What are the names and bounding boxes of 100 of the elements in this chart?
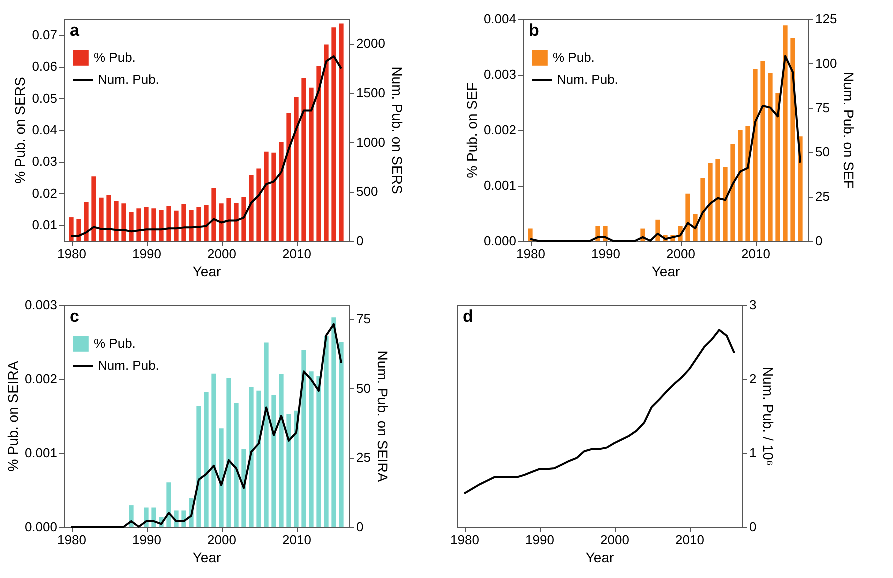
legend-label: Num. Pub.	[98, 358, 160, 373]
x-tick-label: 1980	[516, 246, 546, 262]
bar	[316, 376, 322, 527]
bar	[746, 126, 750, 241]
y-tick-label: 0.004	[484, 12, 516, 26]
bar	[339, 342, 344, 527]
bar	[776, 93, 780, 241]
bar	[294, 410, 299, 527]
legend-label: Num. Pub.	[557, 72, 618, 87]
x-tick-label: 1980	[58, 246, 86, 262]
y2-tick-label: 75	[356, 311, 371, 326]
y2-tick-label: 0	[356, 520, 364, 534]
y2-tick-label: 100	[816, 56, 838, 71]
y-tick-label: 0.02	[32, 186, 58, 201]
y2-tick-label: 25	[356, 450, 371, 466]
y-tick-label: 0.01	[32, 218, 58, 233]
bar	[212, 374, 216, 527]
y-tick-label: 0.05	[32, 90, 58, 106]
x-tick-label: 1980	[58, 532, 86, 548]
y-tick-label: 0.002	[24, 372, 58, 386]
x-tick-label: 2000	[208, 246, 236, 262]
legend-label: Num. Pub.	[98, 72, 160, 87]
bar	[716, 159, 720, 241]
y2-tick-label: 1500	[356, 86, 386, 100]
x-tick-label: 1990	[132, 532, 162, 548]
x-tick-label: 2010	[742, 246, 770, 262]
x-tick-label: 1980	[450, 532, 480, 548]
x-tick-label: 2010	[282, 246, 312, 262]
y-tick-label: 0.002	[484, 122, 516, 138]
y-axis-title: % Pub. on SERS	[12, 77, 28, 184]
bar	[528, 228, 533, 241]
legend-label: % Pub.	[94, 50, 136, 65]
y2-axis-title: Num. Pub. on SEF	[841, 72, 858, 189]
bar	[279, 374, 284, 527]
bar	[166, 482, 172, 527]
bar	[768, 73, 773, 241]
y2-tick-label: 50	[816, 144, 830, 160]
x-tick-label: 2010	[282, 532, 312, 548]
y2-axis-title: Num. Pub. on SERS	[389, 66, 406, 194]
bar	[264, 342, 269, 527]
y2-tick-label: 0	[750, 520, 757, 534]
y2-tick-label: 1	[750, 446, 757, 460]
y2-axis-title: Num. Pub. on SEIRA	[374, 350, 391, 483]
x-tick-label: 1990	[592, 246, 620, 262]
y-tick-label: 0.000	[24, 520, 58, 534]
y-tick-label: 0.003	[484, 67, 516, 82]
y-tick-label: 0.03	[32, 154, 58, 170]
y-tick-label: 0.003	[24, 298, 58, 312]
annotation: b	[529, 21, 540, 40]
x-tick-label: 1990	[526, 532, 554, 548]
y-tick-label: 0.04	[32, 122, 58, 138]
y2-tick-label: 75	[816, 100, 830, 116]
bar	[302, 350, 306, 527]
legend-label: % Pub.	[553, 50, 595, 65]
bar	[286, 414, 292, 527]
bar	[226, 378, 232, 527]
y2-tick-label: 2000	[356, 36, 386, 52]
x-axis-title: Year	[652, 264, 680, 280]
x-tick-label: 2000	[208, 532, 236, 548]
y2-tick-label: 25	[816, 189, 830, 204]
bar	[686, 194, 690, 241]
y-tick-label: 0.001	[24, 446, 58, 460]
bar	[730, 144, 736, 241]
x-axis-title: Year	[192, 550, 222, 566]
bar	[309, 372, 314, 527]
bar	[272, 395, 276, 527]
bar	[798, 136, 803, 241]
x-tick-label: 2000	[666, 246, 696, 262]
bar	[219, 428, 224, 527]
x-tick-label: 2000	[600, 532, 630, 548]
line-series	[464, 329, 736, 495]
annotation: d	[463, 307, 474, 326]
line-series	[70, 323, 342, 528]
bar	[249, 387, 254, 527]
y2-tick-label: 500	[356, 184, 378, 200]
bar	[753, 68, 758, 241]
bar	[204, 392, 209, 527]
y-axis-title: % Pub. on SEF	[464, 82, 480, 178]
y-tick-label: 0.06	[32, 59, 58, 74]
bar	[332, 318, 336, 527]
bar	[700, 178, 706, 241]
bar	[783, 26, 788, 241]
legend-label: % Pub.	[94, 336, 136, 351]
y2-tick-label: 0	[356, 234, 364, 248]
bar	[324, 336, 329, 527]
bar	[760, 61, 766, 241]
bar	[738, 130, 743, 241]
x-tick-label: 1990	[132, 246, 162, 262]
x-tick-label: 2010	[676, 532, 704, 548]
bar	[790, 38, 796, 241]
bar	[234, 403, 239, 527]
y-tick-label: 0.000	[484, 234, 516, 248]
annotation: c	[70, 307, 80, 326]
y2-tick-label: 1000	[356, 134, 386, 150]
y2-axis-title: Num. Pub. / 10⁶	[760, 366, 777, 466]
x-axis-title: Year	[586, 550, 614, 566]
bar	[196, 406, 202, 527]
y2-tick-label: 50	[356, 380, 371, 396]
bar	[723, 167, 728, 241]
annotation: a	[70, 21, 80, 40]
